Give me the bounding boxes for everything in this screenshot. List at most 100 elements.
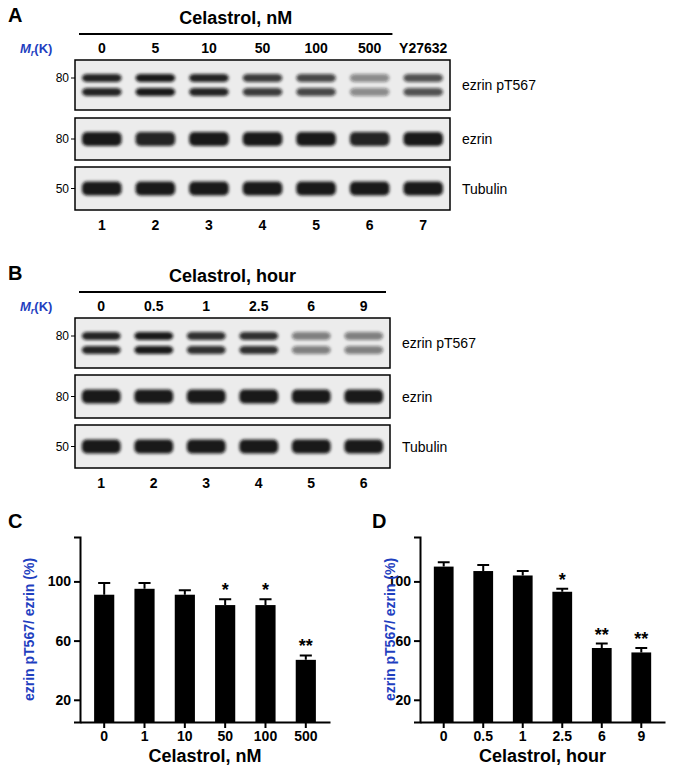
- y-axis: 20 60 100: [48, 538, 81, 723]
- band: [136, 74, 176, 82]
- bar: [215, 605, 235, 722]
- lane-label: 5: [151, 40, 159, 56]
- band: [187, 332, 226, 340]
- x-tick: 0: [100, 722, 108, 744]
- band: [136, 182, 176, 196]
- tick-label: 1: [519, 728, 527, 744]
- band: [134, 390, 173, 404]
- bar: [552, 592, 572, 722]
- tick-mark: [74, 581, 80, 583]
- mw-label: 80: [56, 132, 70, 146]
- significance: **: [634, 629, 648, 649]
- band: [350, 132, 390, 146]
- band: [134, 440, 173, 454]
- tick-label: 0: [440, 728, 448, 744]
- lane-label: 10: [201, 40, 217, 56]
- tick-label: 100: [254, 728, 278, 744]
- band: [296, 88, 336, 96]
- lane-number: 4: [259, 217, 267, 233]
- lane-label: 0: [97, 298, 105, 314]
- band: [403, 182, 443, 196]
- blot-frame: [75, 425, 390, 468]
- lane-number: 7: [419, 217, 427, 233]
- band: [239, 440, 278, 454]
- tick-label: 0.5: [473, 728, 493, 744]
- band: [292, 332, 331, 340]
- bar: [434, 567, 454, 722]
- row-label: ezrin: [402, 389, 432, 405]
- error-bar: [477, 565, 489, 571]
- x-tick: 1: [519, 722, 527, 744]
- band: [82, 88, 122, 96]
- tick-mark: [74, 640, 80, 642]
- bar: [592, 648, 612, 722]
- band: [239, 332, 278, 340]
- lane-number: 3: [205, 217, 213, 233]
- band: [296, 182, 336, 196]
- x-tick: 2.5: [553, 722, 573, 744]
- axis-line: [81, 722, 331, 724]
- lane-label: 1: [202, 298, 210, 314]
- band: [344, 440, 383, 454]
- band: [243, 88, 283, 96]
- band: [243, 182, 283, 196]
- bands: [82, 74, 443, 96]
- mw-tick: [71, 139, 75, 140]
- title-line: [79, 33, 392, 35]
- band: [403, 88, 443, 96]
- band: [296, 132, 336, 146]
- band: [82, 132, 122, 146]
- tick-label: 50: [217, 728, 233, 744]
- x-tick: 500: [294, 722, 318, 744]
- tick-label: 1: [141, 728, 149, 744]
- band: [134, 332, 173, 340]
- y-tick: 20: [55, 692, 80, 708]
- axis-line: [414, 538, 421, 723]
- band: [350, 88, 390, 96]
- bar: [513, 575, 533, 722]
- panel-label: B: [8, 262, 22, 284]
- blot-title: Celastrol, hour: [169, 266, 296, 286]
- significance: *: [559, 570, 566, 590]
- x-axis-title: Celastrol, hour: [479, 746, 606, 766]
- y-tick: 60: [55, 633, 80, 649]
- band: [189, 88, 229, 96]
- x-tick: 10: [177, 722, 193, 744]
- bar: [631, 652, 651, 722]
- row-label: Tubulin: [402, 439, 447, 455]
- tick-mark: [414, 581, 420, 583]
- mw-label: 50: [56, 440, 70, 454]
- y-tick: 20: [395, 692, 420, 708]
- x-tick: 0.5: [473, 722, 493, 744]
- blot-frame: [75, 318, 390, 368]
- band: [187, 440, 226, 454]
- significance: **: [299, 636, 313, 656]
- lane-label: 50: [255, 40, 271, 56]
- tick-label: 100: [48, 573, 72, 589]
- y-tick: 60: [395, 633, 420, 649]
- mw-header: Mr(K): [20, 299, 52, 316]
- bar: [134, 589, 154, 722]
- error-bar: [438, 562, 450, 566]
- band: [292, 390, 331, 404]
- chart: ****2060100011050100500Celastrol, nMezri…: [21, 538, 331, 767]
- lane-label: 2.5: [249, 298, 269, 314]
- title-line: [79, 291, 386, 293]
- x-tick: 1: [141, 722, 149, 744]
- blot-panel: Celastrol, nM051050100500Y27632Mr(K)ezri…: [20, 8, 536, 233]
- band: [82, 346, 121, 354]
- x-tick: 0: [440, 722, 448, 744]
- row-label: ezrin pT567: [402, 335, 476, 351]
- mw-header: Mr(K): [20, 41, 52, 58]
- band: [82, 332, 121, 340]
- band: [243, 74, 283, 82]
- error-bar: [98, 583, 110, 595]
- band: [187, 346, 226, 354]
- bands: [82, 132, 443, 146]
- mw-label: 80: [56, 329, 70, 343]
- bands: [82, 390, 383, 404]
- error-bar: [179, 590, 191, 594]
- tick-label: 0: [100, 728, 108, 744]
- chart: *****206010000.512.569Celastrol, hourezr…: [382, 538, 666, 767]
- significance: **: [595, 625, 609, 645]
